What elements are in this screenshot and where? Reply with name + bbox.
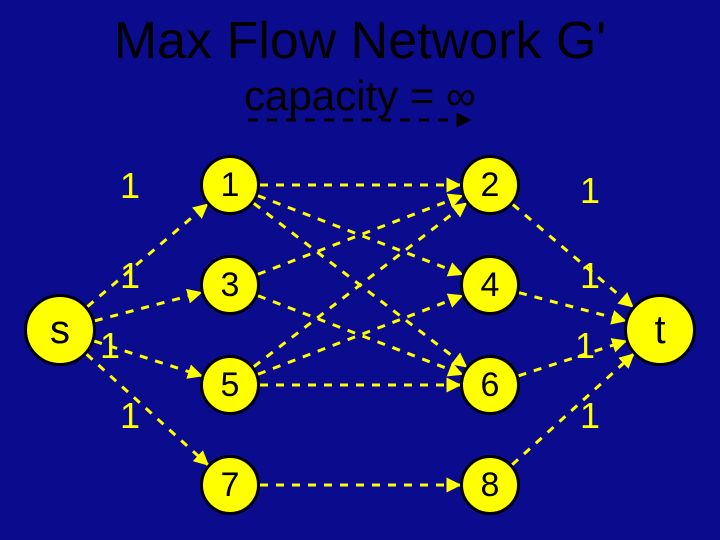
title-line1: Max Flow Network G' <box>0 11 720 71</box>
node-n1: 1 <box>200 155 260 215</box>
node-label-n5: 5 <box>221 366 240 405</box>
node-s: s <box>24 294 96 366</box>
node-n3: 3 <box>200 255 260 315</box>
node-label-t: t <box>654 308 665 353</box>
node-n4: 4 <box>460 255 520 315</box>
edge-label-n2-t: 1 <box>580 170 600 212</box>
node-label-n2: 2 <box>481 166 500 205</box>
node-label-s: s <box>50 308 70 353</box>
node-n2: 2 <box>460 155 520 215</box>
node-n7: 7 <box>200 455 260 515</box>
edge-label-s-n1: 1 <box>120 165 140 207</box>
edge-label-n4-t: 1 <box>580 255 600 297</box>
node-label-n7: 7 <box>221 466 240 505</box>
node-label-n6: 6 <box>481 366 500 405</box>
title-line2: capacity = ∞ <box>0 72 720 120</box>
node-label-n4: 4 <box>481 266 500 305</box>
node-n5: 5 <box>200 355 260 415</box>
node-t: t <box>624 294 696 366</box>
node-label-n3: 3 <box>221 266 240 305</box>
node-n8: 8 <box>460 455 520 515</box>
edge-n2-t <box>513 204 633 306</box>
diagram-stage: Max Flow Network G'capacity = ∞11111111s… <box>0 0 720 540</box>
edge-n8-t <box>512 354 633 465</box>
edge-label-s-n3: 1 <box>120 255 140 297</box>
edge-label-s-n7: 1 <box>120 395 140 437</box>
edge-n4-t <box>519 293 625 321</box>
edge-label-s-n5: 1 <box>100 325 120 367</box>
edge-s-n3 <box>95 293 201 321</box>
node-n6: 6 <box>460 355 520 415</box>
node-label-n1: 1 <box>221 166 240 205</box>
edge-label-n8-t: 1 <box>580 395 600 437</box>
node-label-n8: 8 <box>481 466 500 505</box>
edge-n6-t <box>519 341 626 376</box>
edge-label-n6-t: 1 <box>575 325 595 367</box>
edge-s-n1 <box>87 204 207 306</box>
